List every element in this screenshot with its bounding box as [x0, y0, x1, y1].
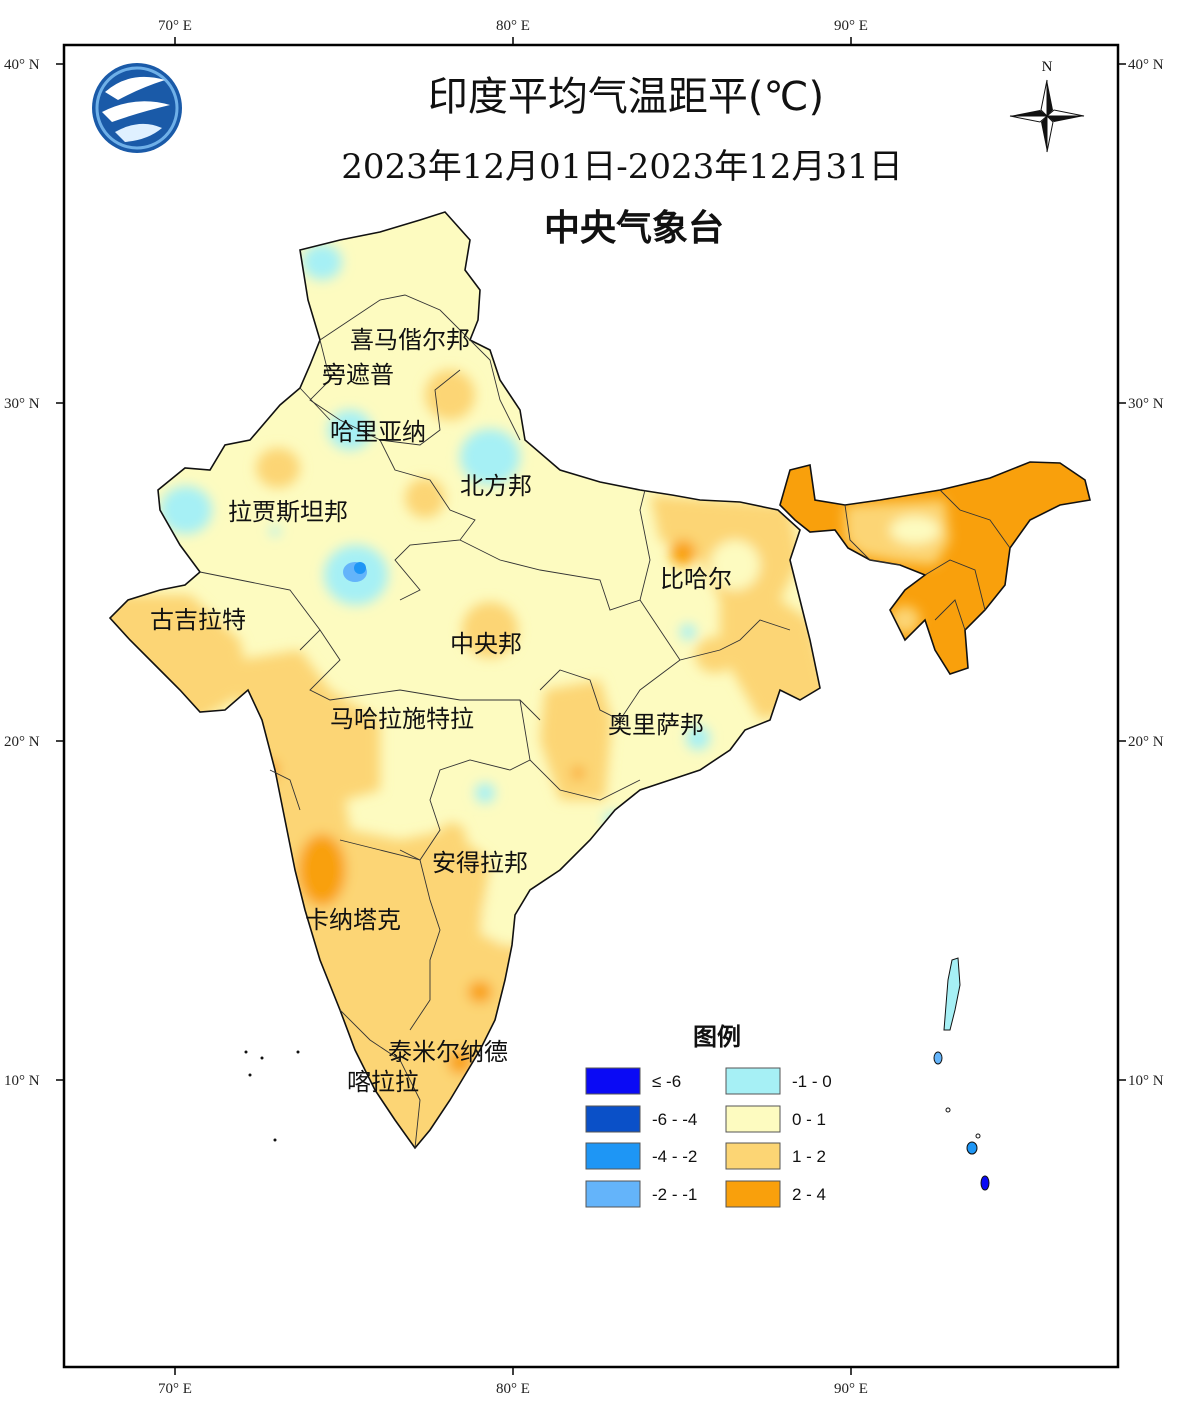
- state-boundaries: [199, 294, 1011, 1149]
- legend-label: 2 - 4: [792, 1185, 826, 1204]
- cma-logo: [92, 63, 182, 153]
- lat-tick-right: 20° N: [1128, 734, 1164, 750]
- region-label: 卡纳塔克: [305, 906, 401, 934]
- legend-swatch: [725, 1142, 781, 1170]
- lat-tick-left: 10° N: [4, 1073, 40, 1089]
- legend-swatch: [585, 1142, 641, 1170]
- legend-label: ≤ -6: [652, 1072, 681, 1091]
- lat-tick-left: 30° N: [4, 396, 40, 412]
- map-title: 印度平均气温距平(℃): [428, 74, 824, 120]
- north-arrow-icon: N: [1009, 59, 1085, 153]
- lon-tick-bottom: 70° E: [158, 1381, 192, 1397]
- legend-swatch: [585, 1105, 641, 1133]
- legend-label: -4 - -2: [652, 1147, 697, 1166]
- lon-tick-bottom: 80° E: [496, 1381, 530, 1397]
- agency-name: 中央气象台: [544, 208, 724, 249]
- legend-label: -1 - 0: [792, 1072, 832, 1091]
- lat-tick-left: 20° N: [4, 734, 40, 750]
- legend-label: 1 - 2: [792, 1147, 826, 1166]
- legend-swatch: [725, 1105, 781, 1133]
- legend-label: -6 - -4: [652, 1110, 697, 1129]
- lat-tick-right: 10° N: [1128, 1073, 1164, 1089]
- region-label: 喀拉拉: [347, 1068, 419, 1096]
- region-label: 旁遮普: [322, 361, 394, 389]
- region-label: 安得拉邦: [432, 849, 528, 877]
- graticule-ticks: [56, 37, 1126, 1375]
- region-label: 泰米尔纳德: [388, 1038, 508, 1066]
- legend-label: 0 - 1: [792, 1110, 826, 1129]
- map-subtitle: 2023年12月01日-2023年12月31日: [341, 147, 903, 187]
- legend-swatch: [725, 1180, 781, 1208]
- region-label: 拉贾斯坦邦: [228, 498, 348, 526]
- region-label: 北方邦: [460, 472, 532, 500]
- islands: [244, 957, 990, 1191]
- lat-tick-left: 40° N: [4, 57, 40, 73]
- legend-swatch: [725, 1067, 781, 1095]
- lon-tick-top: 70° E: [158, 18, 192, 34]
- lat-tick-right: 40° N: [1128, 57, 1164, 73]
- legend-title: 图例: [693, 1023, 741, 1051]
- region-label: 中央邦: [450, 630, 522, 658]
- region-label: 古吉拉特: [150, 606, 246, 634]
- legend-swatch: [585, 1180, 641, 1208]
- lon-tick-bottom: 90° E: [834, 1381, 868, 1397]
- legend-swatch: [585, 1067, 641, 1095]
- lat-tick-right: 30° N: [1128, 396, 1164, 412]
- region-label: 喜马偕尔邦: [350, 326, 470, 354]
- region-label: 哈里亚纳: [330, 418, 426, 446]
- lon-tick-top: 90° E: [834, 18, 868, 34]
- legend: 图例 ≤ -6 -6 - -4 -4 - -2 -2 - -1 -1 - 0 0 - 1 1…: [585, 1023, 832, 1208]
- legend-label: -2 - -1: [652, 1185, 697, 1204]
- region-label: 比哈尔: [660, 565, 732, 593]
- lon-tick-top: 80° E: [496, 18, 530, 34]
- region-label: 奥里萨邦: [608, 711, 704, 739]
- north-label: N: [1042, 59, 1053, 75]
- region-label: 马哈拉施特拉: [330, 705, 474, 733]
